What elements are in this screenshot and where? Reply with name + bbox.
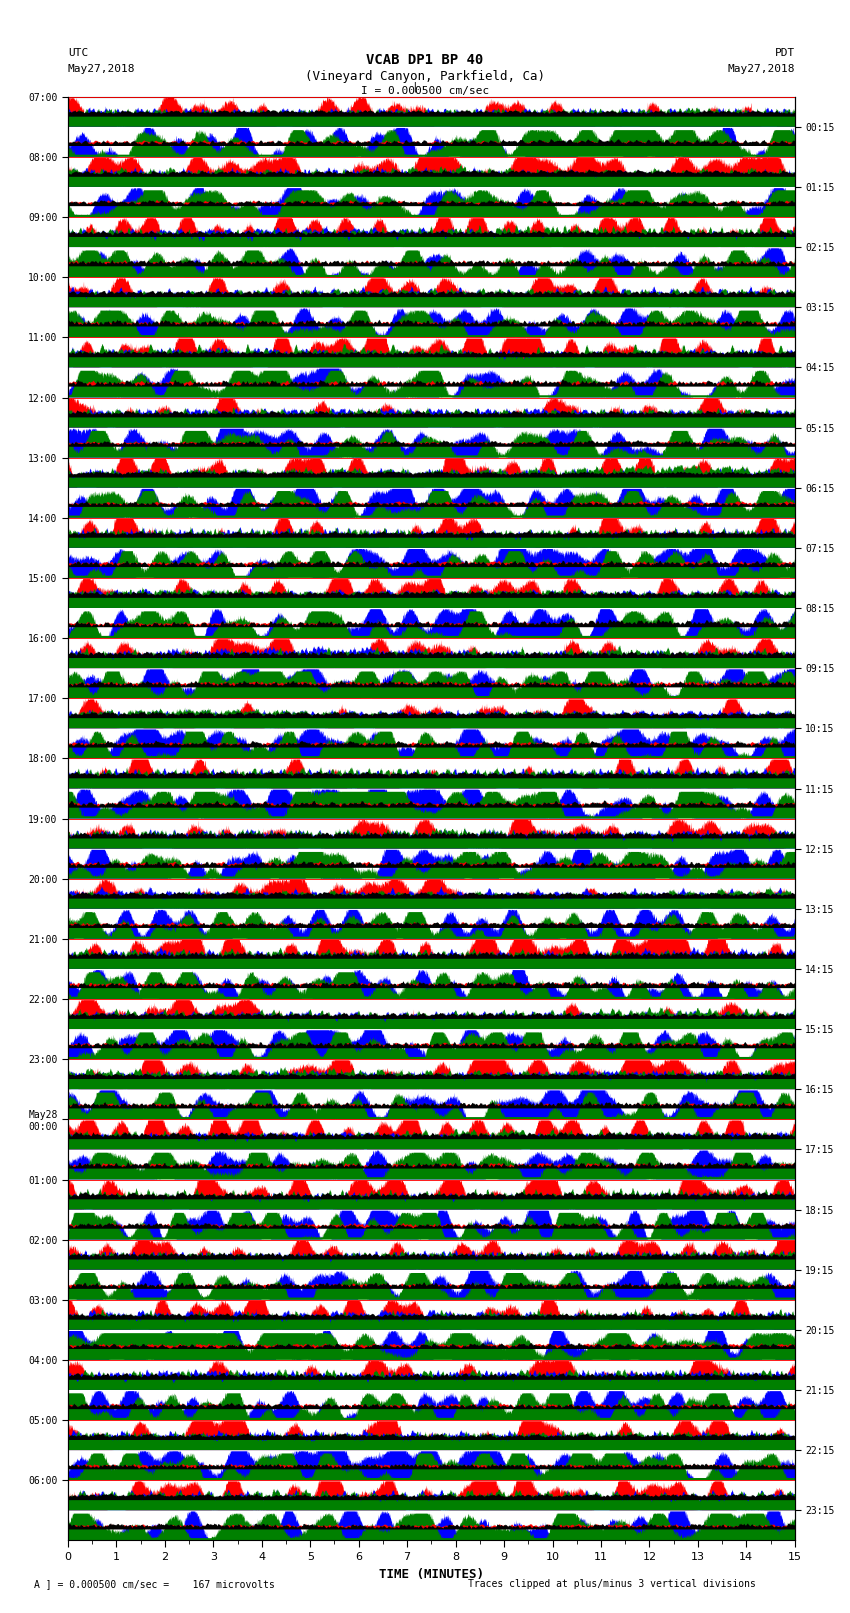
Text: Traces clipped at plus/minus 3 vertical divisions: Traces clipped at plus/minus 3 vertical … bbox=[468, 1579, 756, 1589]
X-axis label: TIME (MINUTES): TIME (MINUTES) bbox=[379, 1568, 484, 1581]
Text: UTC: UTC bbox=[68, 48, 88, 58]
Text: I = 0.000500 cm/sec: I = 0.000500 cm/sec bbox=[361, 85, 489, 97]
Text: (Vineyard Canyon, Parkfield, Ca): (Vineyard Canyon, Parkfield, Ca) bbox=[305, 69, 545, 84]
Text: |: | bbox=[411, 81, 418, 92]
Text: VCAB DP1 BP 40: VCAB DP1 BP 40 bbox=[366, 53, 484, 68]
Text: May27,2018: May27,2018 bbox=[728, 65, 795, 74]
Text: PDT: PDT bbox=[774, 48, 795, 58]
Text: A ] = 0.000500 cm/sec =    167 microvolts: A ] = 0.000500 cm/sec = 167 microvolts bbox=[34, 1579, 275, 1589]
Text: May27,2018: May27,2018 bbox=[68, 65, 135, 74]
